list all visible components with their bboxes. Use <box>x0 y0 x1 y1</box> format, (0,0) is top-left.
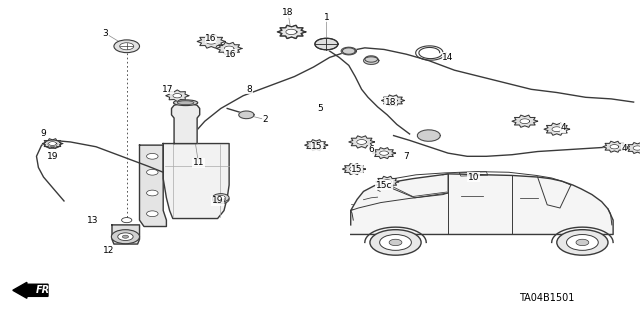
Circle shape <box>147 153 158 159</box>
Polygon shape <box>381 95 404 106</box>
Circle shape <box>48 142 57 146</box>
Circle shape <box>122 218 132 223</box>
Polygon shape <box>315 38 338 50</box>
Polygon shape <box>278 25 306 39</box>
Polygon shape <box>342 48 355 54</box>
Polygon shape <box>603 141 626 152</box>
Circle shape <box>370 230 421 255</box>
Text: 19: 19 <box>212 197 223 205</box>
Polygon shape <box>224 46 234 51</box>
Text: 17: 17 <box>162 85 173 94</box>
Text: 15c: 15c <box>376 181 392 189</box>
Polygon shape <box>277 25 305 39</box>
Text: 3: 3 <box>103 29 108 38</box>
Text: 2: 2 <box>263 115 268 124</box>
Polygon shape <box>552 127 562 132</box>
Polygon shape <box>364 57 379 64</box>
Polygon shape <box>544 123 570 135</box>
Polygon shape <box>305 140 328 151</box>
Polygon shape <box>341 47 356 55</box>
Text: 13: 13 <box>87 216 99 225</box>
Polygon shape <box>633 146 640 150</box>
Text: 1: 1 <box>324 13 329 22</box>
Text: 7: 7 <box>404 152 409 161</box>
Circle shape <box>44 140 61 148</box>
Text: 4: 4 <box>621 144 627 153</box>
Circle shape <box>212 195 229 204</box>
Polygon shape <box>520 119 530 124</box>
Polygon shape <box>342 164 365 174</box>
Polygon shape <box>380 151 388 155</box>
Circle shape <box>576 239 589 246</box>
Polygon shape <box>239 111 254 119</box>
Polygon shape <box>206 39 216 44</box>
Polygon shape <box>287 29 297 34</box>
Text: 16: 16 <box>225 50 236 59</box>
Polygon shape <box>383 180 392 184</box>
Circle shape <box>147 211 158 217</box>
Text: 19: 19 <box>47 152 58 161</box>
Polygon shape <box>166 90 189 101</box>
Polygon shape <box>42 139 63 148</box>
Polygon shape <box>140 145 166 226</box>
Polygon shape <box>312 143 321 147</box>
Polygon shape <box>315 38 338 50</box>
Text: 8: 8 <box>247 85 252 94</box>
Polygon shape <box>172 102 200 144</box>
Circle shape <box>120 43 134 50</box>
Polygon shape <box>351 174 613 234</box>
Polygon shape <box>349 167 358 171</box>
Polygon shape <box>610 145 619 149</box>
Circle shape <box>216 197 225 202</box>
Polygon shape <box>512 115 538 127</box>
Circle shape <box>122 235 129 238</box>
Polygon shape <box>376 176 399 187</box>
Text: 14: 14 <box>442 53 454 62</box>
Circle shape <box>111 230 140 244</box>
Text: 9: 9 <box>41 130 46 138</box>
Polygon shape <box>372 148 396 159</box>
Ellipse shape <box>177 101 194 105</box>
Text: 12: 12 <box>103 246 115 255</box>
Text: 4: 4 <box>561 123 566 132</box>
Text: 18: 18 <box>282 8 294 17</box>
Circle shape <box>557 230 608 255</box>
Circle shape <box>216 196 225 200</box>
Circle shape <box>389 239 402 246</box>
Text: FR.: FR. <box>36 285 54 295</box>
Text: 10: 10 <box>468 173 479 182</box>
Circle shape <box>147 169 158 175</box>
Polygon shape <box>349 136 374 148</box>
Text: 6: 6 <box>369 145 374 154</box>
Circle shape <box>380 234 412 250</box>
FancyArrow shape <box>13 282 48 298</box>
Polygon shape <box>417 130 440 141</box>
Polygon shape <box>356 139 367 145</box>
Polygon shape <box>286 29 296 34</box>
Text: 18: 18 <box>385 98 396 107</box>
Text: 5: 5 <box>317 104 323 113</box>
Text: 11: 11 <box>193 158 204 167</box>
Polygon shape <box>626 143 640 153</box>
Polygon shape <box>197 35 225 48</box>
Polygon shape <box>216 42 242 55</box>
Text: 15: 15 <box>351 165 363 174</box>
Polygon shape <box>163 144 229 219</box>
Circle shape <box>147 190 158 196</box>
Circle shape <box>118 233 133 241</box>
Polygon shape <box>173 93 182 98</box>
Polygon shape <box>112 225 140 244</box>
Circle shape <box>212 194 229 202</box>
Polygon shape <box>388 98 397 103</box>
Text: 15: 15 <box>311 142 323 151</box>
Polygon shape <box>49 142 56 145</box>
Ellipse shape <box>173 100 198 106</box>
Polygon shape <box>365 56 378 62</box>
Text: TA04B1501: TA04B1501 <box>520 293 575 303</box>
Circle shape <box>566 234 598 250</box>
Text: 16: 16 <box>205 34 217 43</box>
Circle shape <box>114 40 140 53</box>
